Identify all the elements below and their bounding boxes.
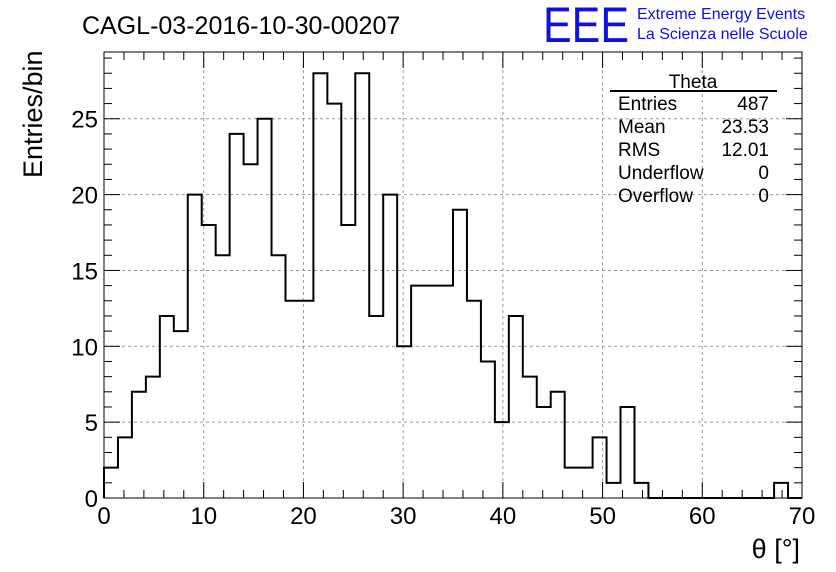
axis-ticks bbox=[103, 52, 803, 499]
histogram-bin bbox=[299, 301, 313, 498]
histogram-bin bbox=[579, 468, 593, 498]
histogram-bin bbox=[523, 377, 537, 498]
y-tick-label: 0 bbox=[85, 486, 98, 513]
histogram-bin bbox=[509, 316, 523, 498]
histogram-bin bbox=[383, 195, 397, 498]
histogram-bin bbox=[551, 392, 565, 498]
histogram-bin bbox=[327, 104, 341, 498]
grid bbox=[104, 52, 802, 498]
histogram-bin bbox=[244, 164, 258, 498]
y-axis-label: Entries/bin bbox=[18, 50, 48, 178]
y-tick-label: 20 bbox=[71, 183, 98, 210]
stats-row-label: Mean bbox=[618, 117, 666, 138]
histogram bbox=[103, 72, 802, 499]
y-tick-label: 10 bbox=[71, 334, 98, 361]
histogram-bin bbox=[397, 346, 411, 498]
histogram-bin bbox=[132, 392, 146, 498]
histogram-bin bbox=[313, 73, 327, 498]
histogram-bin bbox=[411, 286, 425, 498]
y-tick-label: 15 bbox=[71, 258, 98, 285]
histogram-bin bbox=[774, 483, 788, 498]
histogram-bin bbox=[160, 316, 174, 498]
histogram-bin bbox=[425, 286, 439, 498]
stats-row-value: 12.01 bbox=[721, 140, 769, 161]
x-tick-label: 30 bbox=[390, 503, 417, 530]
histogram-bin bbox=[285, 301, 299, 498]
eee-logo-line2: La Scienza nelle Scuole bbox=[637, 26, 808, 43]
histogram-outline bbox=[103, 72, 802, 499]
x-tick-label: 10 bbox=[190, 503, 217, 530]
stats-row-label: Underflow bbox=[618, 163, 704, 184]
histogram-bin bbox=[607, 483, 621, 498]
eee-logo: EEE Extreme Energy Events La Scienza nel… bbox=[543, 0, 808, 53]
x-tick-label: 50 bbox=[589, 503, 616, 530]
stats-row-label: Overflow bbox=[618, 186, 693, 207]
histogram-bin bbox=[481, 361, 495, 498]
y-tick-label: 25 bbox=[71, 107, 98, 134]
stats-row-label: Entries bbox=[618, 94, 677, 115]
histogram-bin bbox=[118, 437, 132, 498]
histogram-bin bbox=[495, 422, 509, 498]
histogram-bin bbox=[565, 468, 579, 498]
histogram-bin bbox=[258, 119, 272, 498]
y-tick-labels: 0 5 10 15 20 25 bbox=[71, 107, 98, 513]
histogram-bin bbox=[202, 225, 216, 498]
histogram-bin bbox=[439, 286, 453, 498]
plot-frame bbox=[103, 51, 803, 499]
histogram-bin bbox=[634, 483, 648, 498]
histogram-bin bbox=[341, 225, 355, 498]
stats-row-value: 23.53 bbox=[721, 117, 769, 138]
stats-row-value: 0 bbox=[758, 163, 769, 184]
eee-logo-line1: Extreme Energy Events bbox=[637, 6, 805, 23]
eee-logo-mark: EEE bbox=[543, 0, 629, 53]
stats-row-value: 487 bbox=[737, 94, 769, 115]
histogram-bin bbox=[188, 195, 202, 498]
histogram-bin bbox=[272, 255, 286, 498]
stats-row-label: RMS bbox=[618, 140, 660, 161]
histogram-bin bbox=[453, 210, 467, 498]
stats-row-value: 0 bbox=[758, 186, 769, 207]
x-tick-label: 60 bbox=[689, 503, 716, 530]
stats-box: Theta Entries 487 Mean 23.53 RMS 12.01 Underfl… bbox=[610, 72, 777, 207]
histogram-bin bbox=[621, 407, 635, 498]
chart-title: CAGL-03-2016-10-30-00207 bbox=[82, 12, 400, 40]
histogram-bin bbox=[174, 331, 188, 498]
histogram-bin bbox=[593, 437, 607, 498]
x-tick-labels: 0 10 20 30 40 50 60 70 bbox=[97, 503, 815, 530]
histogram-bin bbox=[230, 134, 244, 498]
y-tick-label: 5 bbox=[85, 410, 98, 437]
stats-rows: Entries 487 Mean 23.53 RMS 12.01 Underflow 0 Ove… bbox=[618, 94, 769, 207]
x-tick-label: 0 bbox=[97, 503, 110, 530]
x-tick-label: 20 bbox=[290, 503, 317, 530]
x-axis-label: θ [°] bbox=[752, 534, 800, 564]
x-tick-label: 70 bbox=[789, 503, 816, 530]
histogram-bin bbox=[467, 301, 481, 498]
stats-title: Theta bbox=[669, 72, 718, 93]
histogram-bin bbox=[146, 377, 160, 498]
histogram-bin bbox=[537, 407, 551, 498]
x-tick-label: 40 bbox=[490, 503, 517, 530]
histogram-bin bbox=[216, 255, 230, 498]
histogram-bin bbox=[355, 73, 369, 498]
histogram-bin bbox=[369, 316, 383, 498]
